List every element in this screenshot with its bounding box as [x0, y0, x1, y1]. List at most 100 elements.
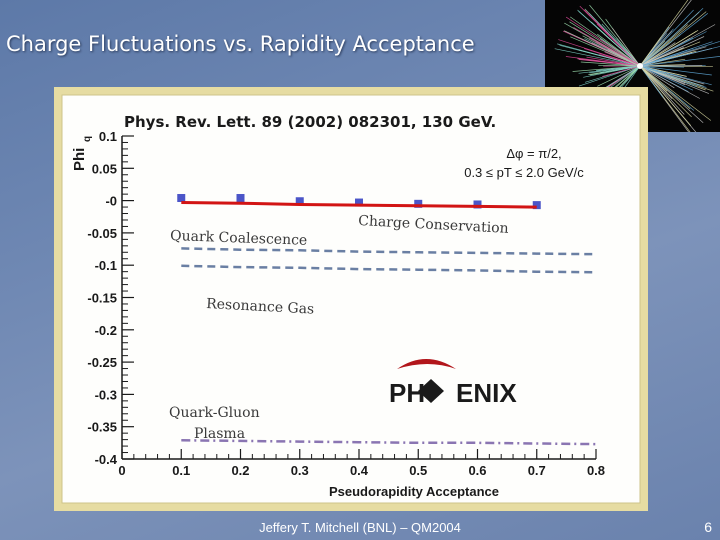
y-tick-label: -0.4: [95, 452, 118, 467]
y-tick-label: -0.3: [95, 387, 117, 402]
event-display-image: [545, 0, 720, 132]
x-tick-label: 0.8: [587, 463, 605, 478]
particle-track: [639, 65, 712, 76]
series-line: [181, 439, 597, 446]
particle-track: [598, 64, 641, 67]
y-axis-label-subscript: q: [82, 136, 93, 142]
particle-track: [639, 65, 692, 118]
y-tick-label: 0.05: [92, 161, 117, 176]
particle-track: [590, 21, 641, 67]
x-tick-label: 0.4: [350, 463, 369, 478]
y-tick-label: -0.15: [87, 291, 117, 306]
annotation-quark-coalescence: Quark Coalescence: [170, 228, 308, 249]
annotation-qgp-line2: Plasma: [194, 426, 245, 442]
particle-track: [639, 65, 664, 98]
particle-track: [573, 26, 641, 67]
data-point: [177, 194, 186, 203]
y-tick-label: -0.25: [87, 355, 117, 370]
particle-track: [578, 65, 641, 74]
x-tick-label: 0: [118, 463, 125, 478]
particle-track: [639, 13, 709, 67]
particle-track: [639, 65, 675, 89]
particle-track: [583, 48, 641, 67]
phoenix-logo-icon: [397, 359, 456, 403]
particle-track: [580, 61, 641, 67]
y-tick-label: -0.2: [95, 323, 117, 338]
y-tick-label: -0.05: [87, 226, 117, 241]
series-line: [181, 264, 597, 274]
particle-track: [639, 65, 707, 88]
particle-track: [639, 36, 705, 67]
y-tick-label: -0.35: [87, 420, 117, 435]
data-point: [414, 199, 423, 208]
particle-track: [602, 65, 641, 77]
particle-track: [639, 30, 673, 67]
y-axis-label: Phi: [71, 148, 88, 171]
annotation-qgp-line1: Quark-Gluon: [169, 405, 260, 421]
data-point: [473, 200, 482, 209]
x-tick-label: 0.6: [468, 463, 486, 478]
annotation-charge-conservation: Charge Conservation: [358, 213, 509, 237]
logo-text-left: PH: [389, 378, 425, 408]
particle-track: [639, 65, 691, 110]
particle-track: [639, 65, 685, 115]
particle-track: [639, 41, 720, 67]
particle-track: [639, 37, 662, 67]
y-tick-label: -0.1: [95, 258, 117, 273]
data-point: [236, 194, 245, 203]
logo-text-right: ENIX: [456, 378, 517, 408]
plot-background: [61, 94, 641, 504]
x-tick-label: 0.5: [409, 463, 427, 478]
particle-track: [639, 65, 694, 91]
particle-track: [639, 8, 704, 67]
x-tick-label: 0.3: [291, 463, 309, 478]
particle-track: [639, 65, 712, 86]
cut-label-line2: 0.3 ≤ pT ≤ 2.0 GeV/c: [464, 165, 584, 180]
y-tick-label: 0.1: [99, 129, 117, 144]
chart-panel: Phys. Rev. Lett. 89 (2002) 082301, 130 G…: [54, 87, 648, 511]
footer-text: Jeffery T. Mitchell (BNL) – QM2004: [259, 520, 461, 535]
particle-track: [639, 65, 710, 94]
phenix-logo: PH ENIX: [389, 359, 517, 408]
particle-track: [584, 9, 641, 67]
particle-track: [639, 56, 720, 67]
collision-vertex: [637, 63, 643, 69]
chart-title: Phys. Rev. Lett. 89 (2002) 082301, 130 G…: [124, 113, 496, 131]
particle-track: [639, 46, 720, 67]
y-tick-label: -0: [105, 194, 117, 209]
particle-tracks-icon: [554, 0, 720, 132]
particle-track: [589, 4, 641, 67]
x-tick-label: 0.1: [172, 463, 190, 478]
slide-number: 6: [704, 519, 712, 535]
axes: 0.1 0.05 -0 -0.05 -0.1 -0.15 -0.2 -0.25 -0.3 -0.3…: [87, 129, 605, 478]
chart: Phys. Rev. Lett. 89 (2002) 082301, 130 G…: [61, 94, 641, 504]
particle-track: [605, 18, 641, 67]
particle-track: [597, 65, 641, 87]
particle-track: [554, 48, 641, 67]
particle-track: [569, 16, 641, 67]
particle-track: [563, 30, 641, 67]
particle-track: [639, 65, 700, 99]
data-point: [295, 197, 304, 206]
particle-track: [639, 24, 716, 67]
particle-track: [565, 56, 641, 67]
particle-track: [607, 65, 641, 90]
slide-title: Charge Fluctuations vs. Rapidity Accepta…: [6, 32, 475, 56]
x-tick-label: 0.2: [231, 463, 249, 478]
cut-label-line1: Δφ = π/2,: [506, 146, 561, 161]
series-layer: [177, 194, 597, 446]
particle-track: [565, 16, 641, 67]
particle-track: [639, 0, 692, 67]
data-point: [532, 201, 541, 210]
annotation-resonance-gas: Resonance Gas: [206, 296, 315, 318]
particle-track: [639, 65, 692, 126]
data-point: [355, 198, 363, 207]
particle-track: [570, 36, 641, 67]
particle-track: [639, 65, 712, 121]
x-axis-label: Pseudorapidity Acceptance: [329, 484, 499, 499]
x-tick-label: 0.7: [528, 463, 546, 478]
particle-track: [601, 23, 641, 67]
particle-track: [639, 11, 707, 67]
series-line: [181, 201, 537, 209]
particle-track: [639, 30, 699, 67]
